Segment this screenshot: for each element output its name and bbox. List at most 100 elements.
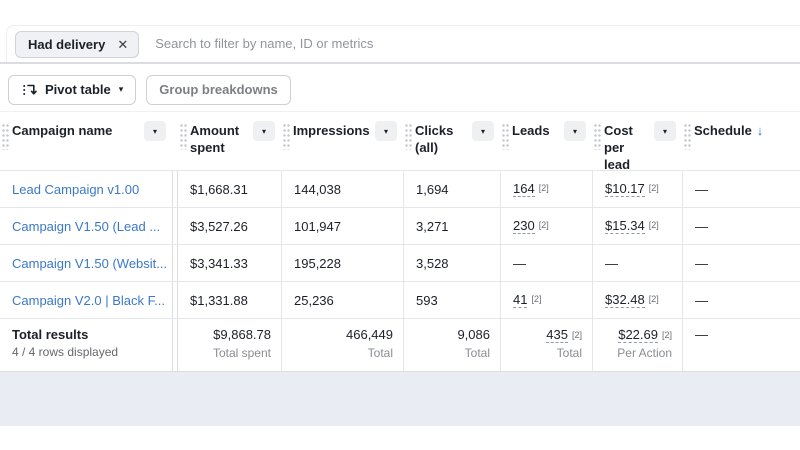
- search-input[interactable]: [155, 36, 800, 51]
- amount-spent-value: $3,527.26: [190, 218, 248, 234]
- cost-per-lead-value[interactable]: $10.17: [605, 181, 645, 197]
- impressions-cell: 101,947: [281, 208, 403, 244]
- total-impressions-label: Total: [367, 346, 393, 360]
- total-impressions: 466,449: [346, 327, 393, 342]
- bottom-panel-edge: [0, 426, 800, 450]
- column-divider: [172, 171, 178, 207]
- column-menu-button[interactable]: ▾: [564, 121, 586, 141]
- amount-spent-value: $1,668.31: [190, 181, 248, 197]
- column-header-impressions[interactable]: Impressions ▾: [281, 112, 403, 174]
- column-header-clicks[interactable]: Clicks (all) ▾: [403, 112, 500, 174]
- campaign-link[interactable]: Campaign V1.50 (Lead ...: [12, 218, 161, 234]
- schedule-value: —: [695, 255, 708, 271]
- chevron-down-icon: ▾: [662, 126, 667, 136]
- column-label: Amount spent: [190, 123, 240, 155]
- clicks-cell: 1,694: [403, 171, 500, 207]
- section-divider: [0, 62, 800, 64]
- drag-handle-icon[interactable]: [502, 124, 509, 150]
- column-menu-button[interactable]: ▾: [253, 121, 275, 141]
- pivot-table-button[interactable]: Pivot table ▾: [8, 74, 137, 105]
- footnote-ref: [2]: [648, 220, 659, 230]
- total-amount-spent: $9,868.78: [213, 327, 271, 342]
- total-leads: 435 [2]: [546, 327, 582, 343]
- campaign-link[interactable]: Lead Campaign v1.00: [12, 181, 140, 197]
- schedule-value: —: [695, 181, 708, 197]
- amount-spent-cell: $3,527.26: [178, 208, 281, 244]
- filter-bar: Had delivery ✕: [6, 25, 800, 62]
- leads-cell: 164 [2]: [500, 171, 592, 207]
- column-header-leads[interactable]: Leads ▾: [500, 112, 592, 174]
- total-clicks-label: Total: [464, 346, 490, 360]
- leads-cell: 230 [2]: [500, 208, 592, 244]
- pivot-table-icon: [23, 84, 37, 95]
- column-header-schedule[interactable]: Schedule ↓: [682, 112, 800, 174]
- footnote-ref: [2]: [538, 220, 549, 230]
- column-divider: [172, 208, 178, 244]
- table-row: Campaign V1.50 (Lead ... $3,527.26 101,9…: [0, 208, 800, 245]
- sort-descending-icon[interactable]: ↓: [756, 123, 764, 138]
- table-row: Campaign V1.50 (Websit... $3,341.33 195,…: [0, 245, 800, 282]
- schedule-value: —: [695, 218, 708, 234]
- cost-per-lead-value: —: [605, 255, 618, 271]
- leads-value[interactable]: 230: [513, 218, 535, 234]
- cost-per-lead-cell: —: [592, 245, 682, 281]
- drag-handle-icon[interactable]: [283, 124, 290, 150]
- cost-per-lead-cell: $15.34 [2]: [592, 208, 682, 244]
- amount-spent-cell: $1,668.31: [178, 171, 281, 207]
- close-icon[interactable]: ✕: [117, 36, 129, 52]
- drag-handle-icon[interactable]: [2, 124, 9, 150]
- drag-handle-icon[interactable]: [684, 124, 691, 150]
- leads-value: —: [513, 255, 526, 271]
- column-menu-button[interactable]: ▾: [144, 121, 166, 141]
- impressions-cell: 25,236: [281, 282, 403, 318]
- drag-handle-icon[interactable]: [180, 124, 187, 150]
- footnote-ref: [2]: [661, 330, 672, 340]
- campaign-link[interactable]: Campaign V1.50 (Websit...: [12, 255, 168, 271]
- column-header-amount-spent[interactable]: Amount spent ▾: [178, 112, 281, 174]
- filter-chip-label: Had delivery: [28, 36, 106, 52]
- chevron-down-icon: ▾: [118, 84, 124, 94]
- table-header-row: Campaign name ▾ Amount spent ▾ Impressio…: [0, 111, 800, 174]
- chevron-down-icon: ▾: [261, 126, 266, 136]
- footnote-ref: [2]: [531, 294, 542, 304]
- ads-manager-report-page: Had delivery ✕ Pivot table ▾ Group break…: [0, 25, 800, 450]
- clicks-cell: 593: [403, 282, 500, 318]
- chevron-down-icon: ▾: [152, 126, 157, 136]
- cost-per-lead-value[interactable]: $32.48: [605, 292, 645, 308]
- campaign-name-cell: Campaign V1.50 (Websit...: [0, 245, 172, 281]
- total-amount-label: Total spent: [212, 346, 271, 360]
- total-schedule: —: [695, 327, 708, 342]
- impressions-cell: 195,228: [281, 245, 403, 281]
- column-menu-button[interactable]: ▾: [375, 121, 397, 141]
- clicks-value: 3,528: [416, 255, 449, 271]
- column-divider: [172, 282, 178, 318]
- table-row: Lead Campaign v1.00 $1,668.31 144,038 1,…: [0, 171, 800, 208]
- pivot-table-label: Pivot table: [45, 82, 111, 97]
- schedule-value: —: [695, 292, 708, 308]
- campaign-link[interactable]: Campaign V2.0 | Black F...: [12, 292, 165, 308]
- footnote-ref: [2]: [571, 330, 582, 340]
- column-header-cost-per-lead[interactable]: Cost per lead ▾: [592, 112, 682, 174]
- leads-value[interactable]: 164: [513, 181, 535, 197]
- totals-summary-cell: Total results 4 / 4 rows displayed: [0, 319, 172, 371]
- page-background-band: [0, 372, 800, 426]
- drag-handle-icon[interactable]: [405, 124, 412, 150]
- had-delivery-filter-chip[interactable]: Had delivery ✕: [15, 30, 140, 58]
- column-menu-button[interactable]: ▾: [472, 121, 494, 141]
- campaign-name-cell: Campaign V1.50 (Lead ...: [0, 208, 172, 244]
- cost-per-lead-value[interactable]: $15.34: [605, 218, 645, 234]
- column-label: Campaign name: [12, 123, 113, 138]
- impressions-value: 144,038: [294, 181, 341, 197]
- leads-cell: —: [500, 245, 592, 281]
- leads-value[interactable]: 41: [513, 292, 528, 308]
- campaign-name-cell: Lead Campaign v1.00: [0, 171, 172, 207]
- totals-clicks-cell: 9,086 Total: [403, 319, 500, 371]
- footnote-ref: [2]: [538, 183, 549, 193]
- column-menu-button[interactable]: ▾: [654, 121, 676, 141]
- drag-handle-icon[interactable]: [594, 124, 601, 150]
- totals-schedule-cell: —: [682, 319, 800, 371]
- cost-per-lead-cell: $32.48 [2]: [592, 282, 682, 318]
- group-breakdowns-button[interactable]: Group breakdowns: [146, 74, 291, 105]
- chevron-down-icon: ▾: [572, 126, 577, 136]
- column-header-campaign-name[interactable]: Campaign name ▾: [0, 112, 172, 174]
